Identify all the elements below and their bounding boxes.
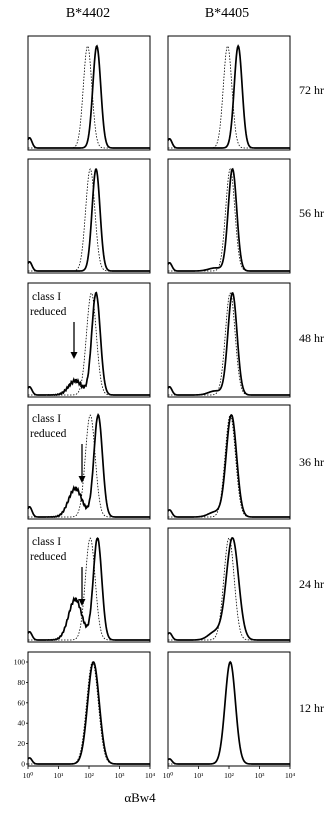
panel-b4405-56hr	[167, 158, 291, 274]
panel-frame	[27, 35, 151, 151]
panel-b4402-48hr: class I reduced	[27, 282, 151, 398]
histogram-solid-line	[167, 167, 290, 272]
panel-b4405-48hr	[167, 282, 291, 398]
histogram-dotted-line	[168, 661, 290, 765]
x-tick-label: 10⁴	[285, 771, 296, 780]
x-tick-label: 10⁰	[163, 771, 174, 780]
panel-frame	[167, 35, 291, 151]
annotation-reduced: reduced	[30, 428, 67, 440]
panel-b4402-56hr	[27, 158, 151, 274]
row-label-24hr: 24 hr	[299, 577, 324, 591]
arrow-head	[70, 352, 78, 359]
histogram-dotted-line	[168, 168, 290, 272]
x-tick-label: 10¹	[54, 771, 64, 780]
panel-frame	[167, 282, 291, 398]
row-label-36hr: 36 hr	[299, 455, 324, 469]
panel-b4402-24hr: class I reduced	[27, 527, 151, 643]
arrow-head	[78, 599, 86, 606]
annotation-class-i: class I	[32, 536, 61, 548]
annotation-reduced: reduced	[30, 551, 67, 563]
panel-frame	[27, 282, 151, 398]
x-axis-label: αBw4	[124, 790, 156, 805]
panel-frame	[167, 404, 291, 520]
annotation-class-i: class I	[32, 413, 61, 425]
row-label-56hr: 56 hr	[299, 206, 324, 220]
x-tick-label: 10⁴	[145, 771, 156, 780]
column-header-b4405: B*4405	[205, 6, 249, 21]
x-tick-label: 10¹	[194, 771, 204, 780]
histogram-solid-line	[27, 291, 150, 396]
y-tick-label: 0	[21, 760, 25, 769]
panel-b4402-36hr: class I reduced	[27, 404, 151, 520]
panel-frame	[27, 527, 151, 643]
arrow-head	[78, 476, 86, 483]
panel-frame	[167, 527, 291, 643]
histogram-panels: class I reduced class I reduced class I reduc…	[14, 35, 296, 780]
histogram-solid-line	[27, 44, 150, 149]
histogram-solid-line	[167, 44, 290, 149]
y-tick-label: 100	[14, 658, 26, 667]
panel-frame	[167, 158, 291, 274]
x-tick-label: 10³	[255, 771, 266, 780]
column-header-b4402: B*4402	[66, 6, 110, 21]
panel-frame	[27, 158, 151, 274]
x-tick-label: 10⁰	[23, 771, 34, 780]
panel-b4402-12hr: 10⁰ 10¹ 10² 10³ 10⁴ 0 20 40 60 80 100	[14, 651, 156, 780]
histogram-dotted-line	[168, 45, 290, 149]
histogram-solid-line	[27, 168, 150, 272]
y-tick-label: 40	[18, 719, 26, 728]
row-label-72hr: 72 hr	[299, 83, 324, 97]
x-tick-label: 10³	[115, 771, 126, 780]
x-tick-label: 10²	[224, 771, 235, 780]
y-tick-label: 80	[18, 678, 26, 687]
y-tick-label: 60	[18, 698, 26, 707]
histogram-solid-line	[27, 412, 150, 518]
panel-frame	[27, 404, 151, 520]
histogram-solid-line	[27, 537, 150, 641]
x-tick-label: 10²	[84, 771, 95, 780]
histogram-dotted-line	[28, 661, 150, 765]
histogram-solid-line	[167, 291, 290, 396]
panel-frame	[27, 651, 151, 767]
panel-b4405-12hr: 10⁰ 10¹ 10² 10³ 10⁴	[163, 651, 296, 780]
histogram-solid-line	[167, 413, 290, 518]
histogram-solid-line	[167, 660, 290, 765]
panel-b4405-36hr	[167, 404, 291, 520]
panel-b4405-72hr	[167, 35, 291, 151]
row-label-12hr: 12 hr	[299, 701, 324, 715]
annotation-reduced: reduced	[30, 306, 67, 318]
histogram-solid-line	[27, 661, 150, 765]
histogram-solid-line	[167, 537, 290, 641]
row-label-48hr: 48 hr	[299, 331, 324, 345]
panel-b4402-72hr	[27, 35, 151, 151]
annotation-class-i: class I	[32, 291, 61, 303]
panel-b4405-24hr	[167, 527, 291, 643]
y-tick-label: 20	[18, 739, 26, 748]
